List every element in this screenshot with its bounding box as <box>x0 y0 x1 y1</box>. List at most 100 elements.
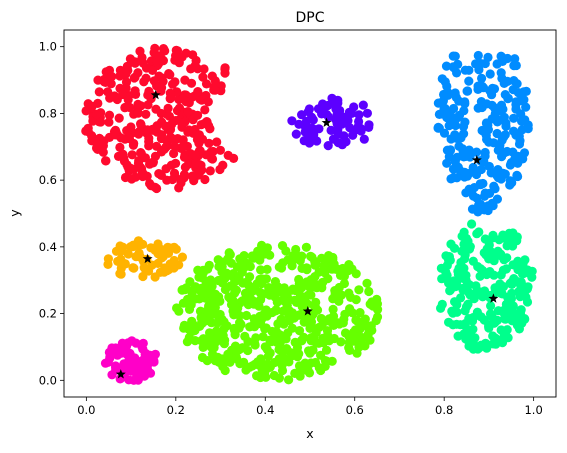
data-point <box>180 117 190 127</box>
data-point <box>473 207 483 217</box>
data-point <box>301 116 312 126</box>
data-point <box>204 138 214 148</box>
data-point <box>135 46 145 56</box>
data-point <box>168 134 178 144</box>
data-point <box>133 108 143 118</box>
data-point <box>305 323 315 333</box>
x-tick-label: 0.6 <box>346 403 364 417</box>
data-point <box>190 325 200 336</box>
data-point <box>482 99 492 109</box>
data-point <box>295 295 305 305</box>
data-point <box>198 72 208 82</box>
data-point <box>309 301 319 311</box>
data-point <box>94 87 104 97</box>
data-point <box>433 123 443 133</box>
data-point <box>177 285 187 295</box>
data-point <box>522 297 533 307</box>
data-point <box>356 126 366 136</box>
data-point <box>171 45 181 55</box>
data-point <box>277 365 288 376</box>
data-point <box>109 91 120 101</box>
data-point <box>481 130 491 140</box>
data-point <box>506 238 516 249</box>
data-point <box>124 375 134 385</box>
data-point <box>359 134 369 144</box>
data-point <box>121 77 132 87</box>
data-point <box>450 297 460 307</box>
data-point <box>362 108 372 118</box>
data-point <box>178 141 188 151</box>
data-point <box>229 153 239 163</box>
data-point <box>237 267 247 277</box>
data-point <box>331 264 341 274</box>
data-point <box>139 263 149 273</box>
data-point <box>130 72 140 82</box>
data-point <box>207 349 218 359</box>
data-point <box>492 117 502 127</box>
data-point <box>446 239 456 249</box>
cluster-center-star-icon <box>150 89 161 100</box>
data-point <box>284 375 294 385</box>
data-point <box>498 56 508 66</box>
data-point <box>166 160 176 170</box>
data-point <box>220 365 230 376</box>
data-point <box>127 150 137 160</box>
data-point <box>446 174 456 184</box>
data-point <box>169 255 179 266</box>
data-point <box>276 314 286 324</box>
data-point <box>83 127 93 137</box>
data-point <box>333 95 343 105</box>
data-point <box>276 355 286 366</box>
data-point <box>306 251 316 261</box>
data-point <box>183 294 193 304</box>
data-point <box>212 137 222 147</box>
data-point <box>115 269 125 279</box>
data-point <box>517 116 527 126</box>
data-point <box>460 65 470 75</box>
data-point <box>214 261 224 272</box>
data-point <box>185 277 195 287</box>
data-point <box>111 362 121 373</box>
data-point <box>294 326 305 336</box>
data-point <box>360 341 370 351</box>
data-point <box>269 370 279 381</box>
data-point <box>519 95 529 105</box>
data-point <box>444 121 454 131</box>
data-point <box>507 178 517 188</box>
data-point <box>436 263 446 273</box>
data-point <box>141 109 151 119</box>
data-point <box>282 303 292 313</box>
data-point <box>469 183 479 193</box>
data-point <box>215 309 225 320</box>
data-point <box>502 76 513 86</box>
data-point <box>323 100 333 111</box>
data-point <box>133 99 143 109</box>
data-point <box>445 145 456 155</box>
data-point <box>280 296 290 306</box>
data-point <box>518 154 528 164</box>
data-point <box>124 134 134 144</box>
data-point <box>496 68 506 78</box>
data-point <box>132 372 142 382</box>
data-point <box>258 332 268 342</box>
data-point <box>496 174 506 184</box>
data-point <box>477 73 487 83</box>
data-point <box>324 112 334 122</box>
data-point <box>451 92 461 103</box>
y-axis-ticks: 0.0 0.2 0.4 0.6 0.8 1.0 <box>39 40 64 387</box>
data-point <box>153 239 163 249</box>
data-point <box>116 348 126 358</box>
data-point <box>322 315 333 326</box>
data-point <box>125 365 135 376</box>
data-point <box>488 331 498 341</box>
data-point <box>292 352 303 362</box>
data-point <box>501 299 511 309</box>
data-point <box>452 319 462 329</box>
data-point <box>303 290 313 300</box>
data-point <box>470 333 480 343</box>
data-point <box>451 132 462 142</box>
data-point <box>284 357 294 367</box>
data-point <box>187 316 197 326</box>
data-point <box>311 338 321 348</box>
data-point <box>354 116 364 127</box>
